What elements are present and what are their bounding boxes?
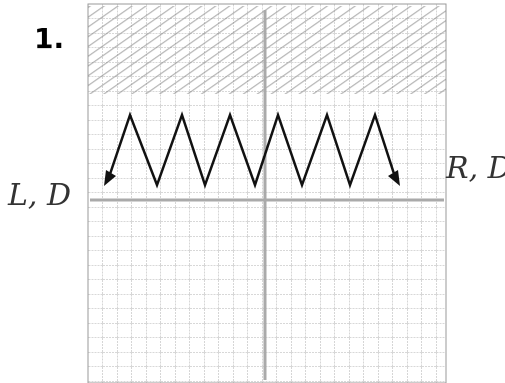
left-label: L, D — [7, 178, 71, 213]
right-label: R, D — [445, 151, 505, 186]
worksheet: 1. L, D R, D — [0, 0, 505, 383]
problem-number: 1. — [34, 22, 64, 55]
shaded-region — [88, 6, 446, 94]
page: 1. L, D R, D (() => { const data = JSON.… — [0, 0, 505, 383]
